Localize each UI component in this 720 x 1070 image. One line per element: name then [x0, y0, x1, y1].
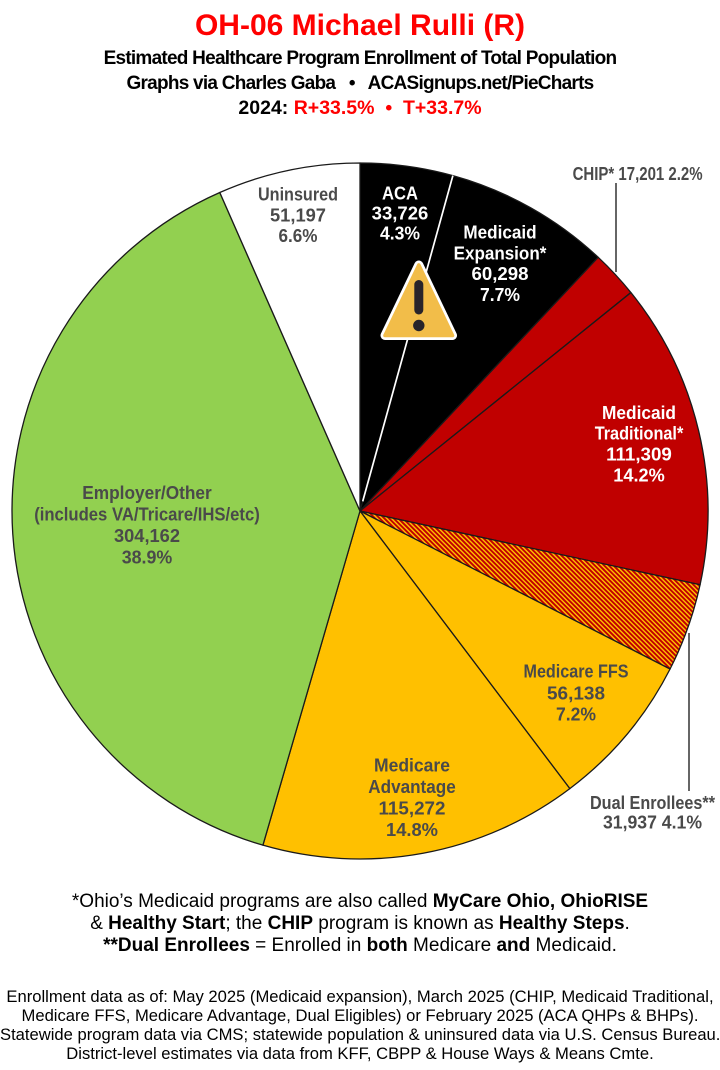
svg-text:Dual Enrollees**: Dual Enrollees**	[590, 793, 715, 813]
svg-text:4.3%: 4.3%	[380, 224, 420, 244]
svg-text:Expansion*: Expansion*	[454, 243, 547, 263]
svg-text:(includes VA/Tricare/IHS/etc): (includes VA/Tricare/IHS/etc)	[34, 505, 260, 525]
svg-text:38.9%: 38.9%	[122, 548, 173, 568]
svg-text:Medicaid: Medicaid	[463, 222, 536, 242]
svg-text:Medicare: Medicare	[374, 756, 450, 776]
svg-text:ACA: ACA	[382, 183, 418, 203]
svg-text:Traditional*: Traditional*	[595, 424, 684, 444]
svg-text:14.2%: 14.2%	[613, 466, 664, 486]
svg-text:51,197: 51,197	[270, 206, 326, 226]
svg-text:Advantage: Advantage	[368, 777, 456, 797]
svg-text:56,138: 56,138	[547, 684, 605, 704]
svg-text:14.8%: 14.8%	[386, 820, 438, 840]
svg-text:60,298: 60,298	[472, 264, 529, 284]
svg-text:Employer/Other: Employer/Other	[82, 483, 212, 503]
svg-text:Uninsured: Uninsured	[258, 185, 338, 205]
svg-text:7.7%: 7.7%	[480, 285, 520, 305]
svg-text:111,309: 111,309	[606, 445, 672, 465]
svg-text:Medicare FFS: Medicare FFS	[524, 662, 629, 682]
svg-text:Medicaid: Medicaid	[602, 403, 676, 423]
svg-text:31,937 4.1%: 31,937 4.1%	[603, 813, 702, 833]
svg-text:7.2%: 7.2%	[556, 705, 596, 725]
svg-text:CHIP* 17,201 2.2%: CHIP* 17,201 2.2%	[573, 164, 703, 184]
svg-text:33,726: 33,726	[372, 204, 429, 224]
svg-text:6.6%: 6.6%	[279, 226, 318, 246]
svg-text:115,272: 115,272	[379, 799, 446, 819]
svg-text:304,162: 304,162	[114, 526, 180, 546]
